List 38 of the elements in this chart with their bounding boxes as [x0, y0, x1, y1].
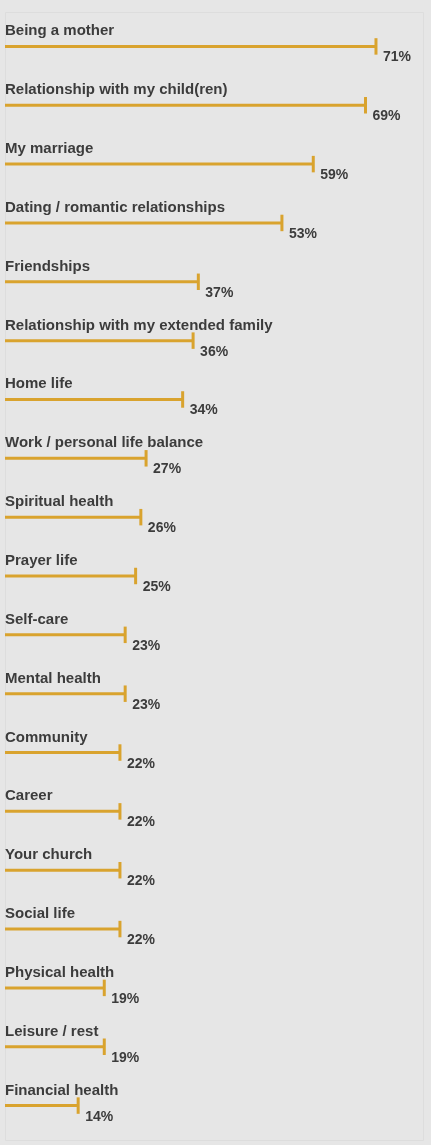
- data-label: 69%: [372, 107, 402, 124]
- y-tick-label: My marriage: [5, 139, 94, 157]
- y-tick-label: Leisure / rest: [5, 1021, 99, 1039]
- y-tick-label: Home life: [5, 374, 73, 392]
- data-label: 23%: [132, 636, 161, 653]
- data-label: 71%: [382, 48, 412, 65]
- data-label: 26%: [147, 519, 177, 536]
- data-label: 22%: [126, 754, 156, 771]
- data-label: 53%: [288, 224, 318, 241]
- y-tick-label: Self-care: [5, 609, 69, 627]
- y-tick-label: Work / personal life balance: [5, 433, 204, 451]
- data-label: 22%: [126, 872, 156, 889]
- y-tick-label: Spiritual health: [5, 492, 114, 510]
- data-label: 25%: [142, 578, 172, 594]
- data-label: 37%: [205, 283, 234, 300]
- data-label: 22%: [126, 931, 156, 948]
- y-tick-label: Your church: [5, 845, 93, 863]
- y-tick-label: Friendships: [5, 256, 91, 274]
- data-label: 59%: [320, 166, 349, 183]
- y-tick-label: Dating / romantic relationships: [5, 197, 226, 215]
- y-tick-label: Community: [5, 727, 89, 745]
- data-label: 19%: [111, 1048, 140, 1065]
- y-tick-label: Prayer life: [5, 551, 78, 568]
- y-tick-label: Physical health: [5, 962, 115, 980]
- y-tick-label: Social life: [5, 904, 76, 922]
- y-tick-label: Relationship with my extended family: [5, 315, 274, 333]
- data-label: 19%: [111, 989, 140, 1006]
- data-label: 14%: [85, 1107, 114, 1124]
- data-label: 22%: [126, 813, 156, 830]
- y-tick-label: Being a mother: [5, 21, 115, 39]
- data-label: 34%: [189, 401, 219, 418]
- data-label: 27%: [153, 460, 182, 477]
- y-tick-label: Mental health: [5, 668, 101, 686]
- data-label: 36%: [200, 342, 229, 359]
- data-label: 23%: [132, 695, 161, 712]
- y-tick-label: Financial health: [5, 1080, 119, 1098]
- y-tick-label: Relationship with my child(ren): [5, 80, 228, 98]
- y-tick-label: Career: [5, 786, 53, 804]
